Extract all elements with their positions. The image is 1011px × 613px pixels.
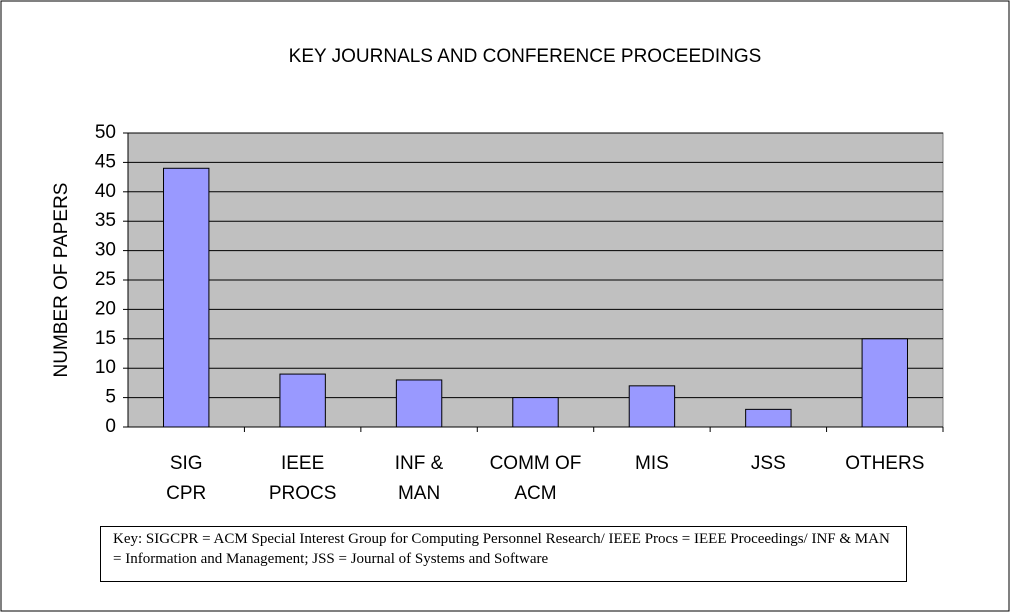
bar (163, 167, 210, 428)
x-tick-label: INF & MAN (394, 453, 444, 504)
y-tick-label: 40 (95, 181, 116, 202)
bar (512, 397, 559, 428)
x-tick-label: JSS (750, 453, 786, 474)
bar (628, 385, 676, 428)
y-tick-label: 10 (95, 357, 116, 378)
key-note: Key: SIGCPR = ACM Special Interest Group… (100, 526, 907, 582)
y-axis-label: NUMBER OF PAPERS (51, 183, 72, 378)
y-tick-label: 0 (105, 416, 116, 437)
x-tick-label: OTHERS (845, 453, 925, 474)
y-tick-label: 20 (95, 298, 116, 319)
x-tick-label: MIS (635, 453, 669, 474)
x-tick-label: IEEE PROCS (268, 453, 337, 504)
x-tick-label: SIG CPR (166, 453, 207, 504)
x-tick-label: COMM OF ACM (489, 453, 582, 504)
y-tick-label: 25 (95, 269, 116, 290)
y-tick-label: 35 (95, 210, 116, 231)
chart-title: KEY JOURNALS AND CONFERENCE PROCEEDINGS (289, 46, 762, 67)
y-tick-label: 30 (95, 240, 116, 261)
bar (395, 379, 443, 428)
y-tick-label: 15 (95, 328, 116, 349)
y-tick-label: 45 (95, 151, 116, 172)
y-tick-label: 50 (95, 122, 116, 143)
bar (861, 338, 908, 428)
bar (279, 373, 326, 428)
bar (745, 408, 792, 428)
y-tick-label: 5 (105, 387, 116, 408)
